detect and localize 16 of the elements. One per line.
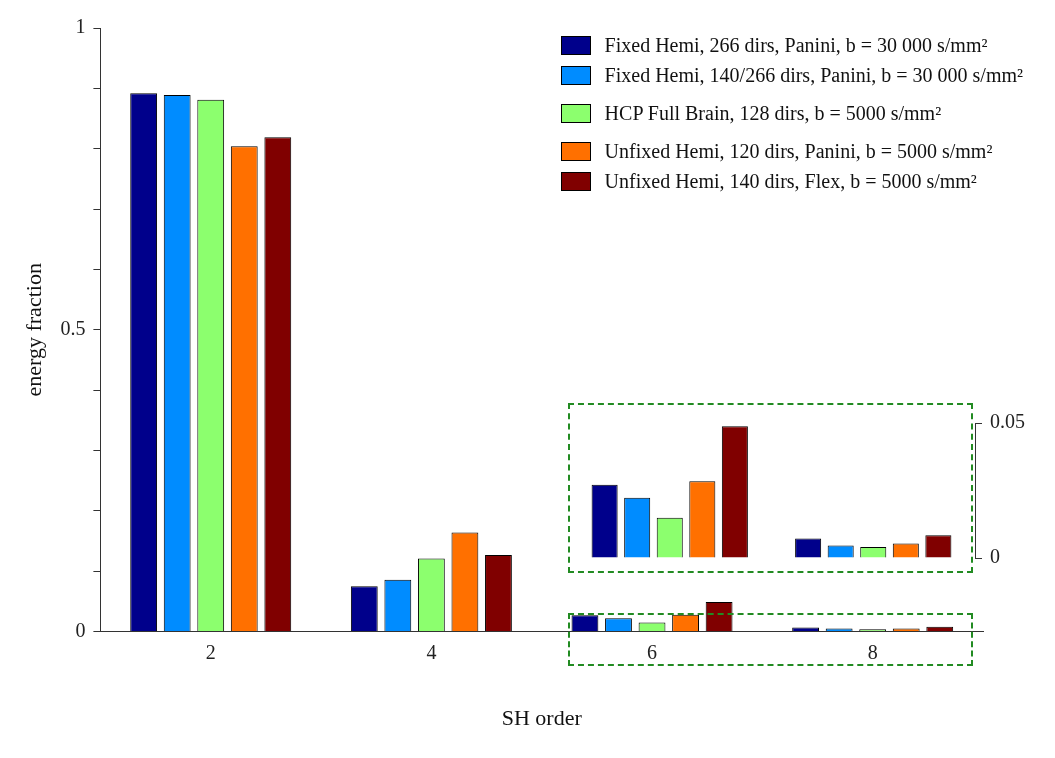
legend-label: Unfixed Hemi, 120 dirs, Panini, b = 5000 s/mm² <box>604 139 993 164</box>
x-axis-title: SH order <box>501 704 583 730</box>
y-axis-title: energy fraction <box>20 263 46 397</box>
legend-label: Fixed Hemi, 140/266 dirs, Panini, b = 30 000 s/mm² <box>604 63 1023 88</box>
y-tick-label: 0 <box>990 545 1000 568</box>
legend-label: Unfixed Hemi, 140 dirs, Flex, b = 5000 s/mm² <box>604 169 977 194</box>
x-tick-label: 4 <box>426 640 437 663</box>
legend-label: HCP Full Brain, 128 dirs, b = 5000 s/mm² <box>604 101 942 126</box>
x-tick-label: 8 <box>867 640 878 663</box>
y-tick-label: 1 <box>75 15 86 38</box>
y-tick-label: 0.05 <box>990 410 1025 433</box>
legend-label: Fixed Hemi, 266 dirs, Panini, b = 30 000 s/mm² <box>604 33 988 58</box>
y-tick-label: 0 <box>75 618 86 641</box>
y-tick-label: 0.5 <box>60 317 86 340</box>
x-tick-label: 6 <box>647 640 658 663</box>
x-tick-label: 2 <box>205 640 216 663</box>
